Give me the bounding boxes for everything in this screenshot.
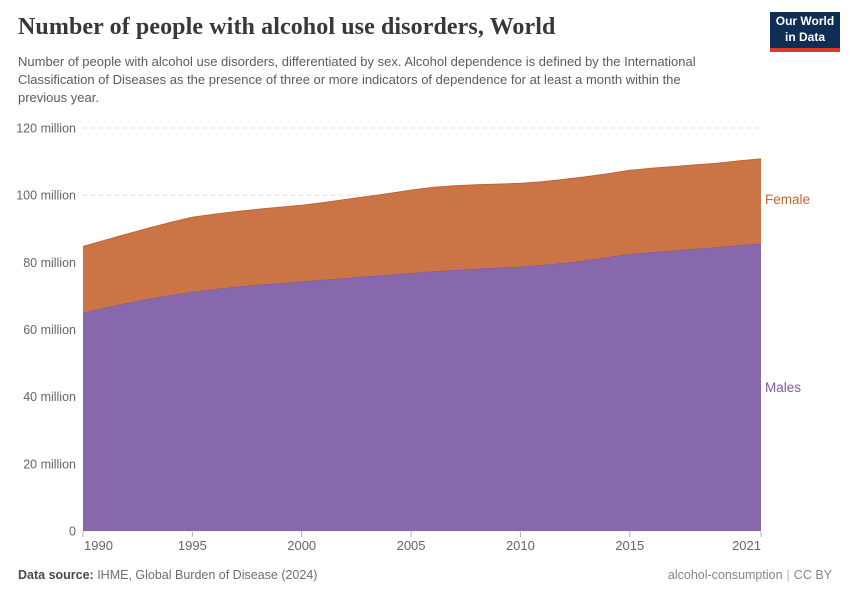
x-axis-tick-label: 1995: [178, 538, 207, 553]
chart-title: Number of people with alcohol use disord…: [18, 14, 556, 40]
x-axis-tick-label: 1990: [84, 538, 113, 553]
x-axis-tick-label: 2021: [732, 538, 761, 553]
legend-label-males[interactable]: Males: [765, 380, 802, 395]
data-source: Data source: IHME, Global Burden of Dise…: [18, 568, 317, 582]
owid-logo-line1: Our World: [775, 14, 835, 29]
y-axis-tick-label: 40 million: [23, 390, 76, 404]
x-axis-tick-label: 2000: [287, 538, 316, 553]
y-axis-tick-label: 0: [69, 525, 76, 539]
y-axis-tick-label: 100 million: [16, 189, 76, 203]
y-axis-tick-label: 60 million: [23, 323, 76, 337]
x-axis-tick-label: 2010: [506, 538, 535, 553]
x-axis-tick-label: 2015: [615, 538, 644, 553]
area-topline-female: [82, 158, 762, 247]
license-link[interactable]: CC BY: [793, 568, 832, 582]
owid-logo-line2: in Data: [784, 30, 825, 44]
area-series-males[interactable]: [83, 243, 761, 532]
y-axis-tick-label: 80 million: [23, 256, 76, 270]
x-axis-tick-label: 2005: [397, 538, 426, 553]
owid-logo[interactable]: Our World in Data: [770, 12, 840, 52]
chart-slug[interactable]: alcohol-consumption: [667, 568, 783, 582]
data-source-value: IHME, Global Burden of Disease (2024): [93, 568, 318, 582]
area-series-female[interactable]: [83, 158, 761, 313]
y-axis-tick-label: 20 million: [23, 457, 76, 471]
chart-subtitle: Number of people with alcohol use disord…: [18, 54, 696, 105]
footer-right: alcohol-consumption | CC BY: [668, 568, 832, 582]
legend-label-female[interactable]: Female: [765, 192, 811, 207]
footer-separator: |: [786, 568, 790, 582]
chart-footer: Data source: IHME, Global Burden of Dise…: [18, 568, 832, 582]
y-axis-tick-label: 120 million: [16, 122, 76, 136]
data-source-label: Data source:: [18, 568, 94, 582]
